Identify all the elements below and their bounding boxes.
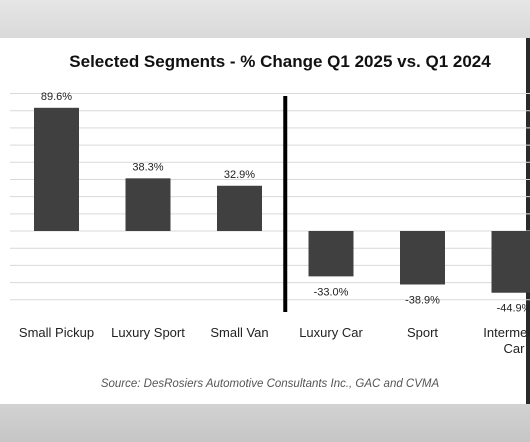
data-label-0: 89.6% bbox=[41, 91, 72, 103]
top-background-band bbox=[0, 0, 530, 38]
chart-title: Selected Segments - % Change Q1 2025 vs.… bbox=[69, 52, 491, 71]
source-note: Source: DesRosiers Automotive Consultant… bbox=[100, 378, 440, 390]
bars bbox=[34, 107, 530, 293]
x-tick-label-4: Sport bbox=[407, 325, 438, 340]
x-tick-label-0: Small Pickup bbox=[19, 325, 94, 340]
x-tick-label-3: Luxury Car bbox=[299, 325, 363, 340]
x-tick-labels: Small Pickup Luxury Sport Small Van Luxury … bbox=[19, 325, 530, 356]
data-label-1: 38.3% bbox=[132, 161, 163, 173]
gridlines bbox=[10, 93, 530, 301]
bar-1 bbox=[125, 178, 171, 231]
panel-right-edge bbox=[526, 38, 530, 404]
x-tick-label-1: Luxury Sport bbox=[111, 325, 185, 340]
chart-panel bbox=[0, 38, 530, 404]
data-label-4: -38.9% bbox=[405, 294, 440, 306]
data-labels: 89.6% 38.3% 32.9% -33.0% -38.9% -44.9% bbox=[41, 91, 530, 315]
x-tick-label-2: Small Van bbox=[210, 325, 268, 340]
x-tick-label-5: IntermediaCar bbox=[483, 325, 530, 356]
bottom-background-band bbox=[0, 404, 530, 442]
bar-2 bbox=[217, 185, 262, 231]
bar-5 bbox=[491, 231, 530, 293]
data-label-5: -44.9% bbox=[497, 303, 530, 315]
bar-4 bbox=[400, 231, 445, 285]
data-label-2: 32.9% bbox=[224, 169, 255, 181]
data-label-3: -33.0% bbox=[314, 286, 349, 298]
bar-0 bbox=[34, 107, 79, 231]
bar-3 bbox=[308, 231, 354, 277]
